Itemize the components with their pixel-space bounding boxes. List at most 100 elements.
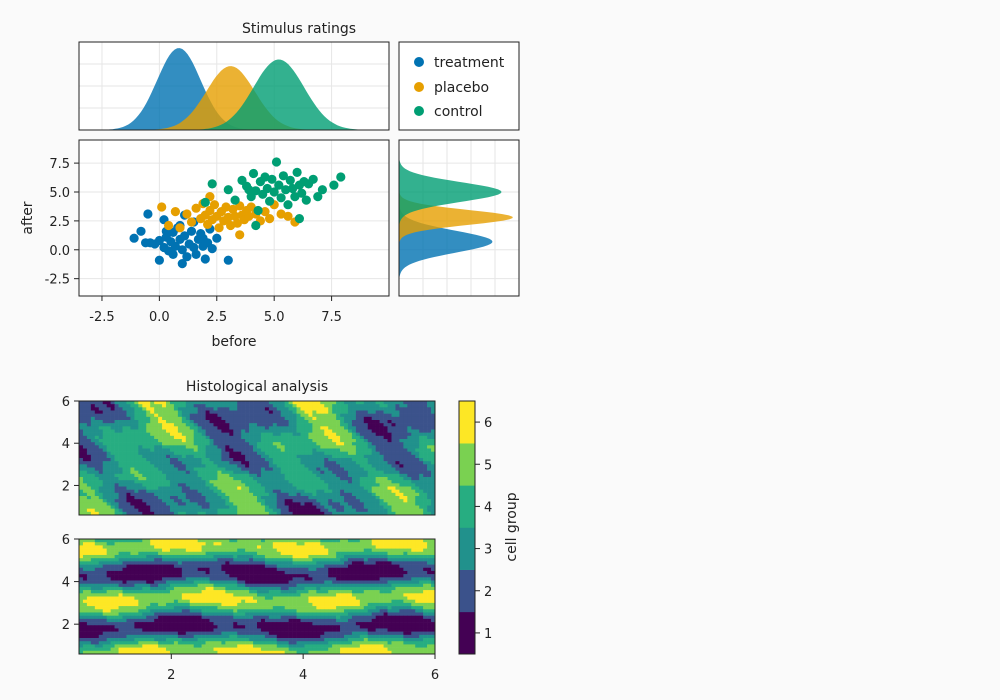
contour-cell: [173, 574, 179, 578]
contour-cell: [276, 429, 282, 433]
contour-cell: [221, 499, 226, 503]
contour-cell: [233, 413, 238, 418]
contour-cell: [241, 439, 246, 443]
contour-cell: [169, 467, 175, 471]
contour-cell: [363, 551, 369, 556]
contour-cell: [383, 458, 388, 462]
contour-cell: [272, 583, 278, 588]
contour-cell: [367, 448, 373, 452]
contour-cell: [213, 461, 218, 465]
contour-cell: [154, 413, 159, 418]
contour-cell: [253, 410, 258, 414]
contour-cell: [276, 561, 282, 565]
contour-cell: [351, 467, 357, 471]
contour-cell: [359, 548, 365, 553]
contour-cell: [213, 445, 218, 449]
contour-cell: [193, 470, 198, 475]
contour-cell: [387, 542, 392, 546]
contour-cell: [379, 489, 384, 494]
contour-cell: [90, 401, 96, 405]
contour-cell: [181, 570, 187, 575]
contour-cell: [288, 499, 293, 503]
contour-cell: [411, 429, 416, 433]
contour-cell: [387, 407, 392, 411]
contour-cell: [308, 492, 313, 497]
contour-cell: [359, 586, 365, 591]
contour-cell: [249, 551, 254, 556]
contour-cell: [138, 499, 143, 503]
point-control-19: [276, 193, 286, 203]
contour-cell: [126, 448, 131, 452]
contour-cell: [86, 470, 92, 475]
contour-cell: [249, 448, 254, 452]
contour-cell: [173, 410, 179, 414]
contour-cell: [260, 554, 266, 559]
contour-cell: [221, 445, 226, 449]
contour-cell: [241, 426, 246, 430]
contour-cell: [177, 583, 183, 588]
contour-cell: [225, 551, 230, 556]
contour-cell: [209, 483, 214, 487]
contour-cell: [245, 416, 250, 421]
contour-cell: [296, 511, 301, 515]
contour-cell: [130, 486, 135, 490]
contour-cell: [162, 561, 167, 565]
contour-cell: [431, 467, 435, 471]
contour-cell: [395, 551, 400, 556]
contour-cell: [427, 420, 432, 424]
contour-cell: [229, 502, 234, 506]
contour-cell: [185, 454, 191, 459]
contour-cell: [221, 413, 226, 418]
contour-cell: [126, 564, 131, 569]
contour-cell: [296, 423, 301, 427]
contour-cell: [268, 574, 274, 578]
contour-cell: [280, 435, 285, 440]
contour-cell: [245, 426, 250, 430]
contour-cell: [395, 483, 400, 487]
contour-cell: [162, 420, 167, 424]
contour-cell: [134, 483, 139, 487]
contour-cell: [213, 539, 218, 543]
contour-cell: [257, 499, 262, 503]
contour-cell: [332, 567, 337, 572]
contour-cell: [79, 508, 84, 513]
contour-cell: [166, 570, 171, 575]
contour-cell: [419, 590, 424, 594]
contour-cell: [229, 539, 234, 543]
contour-cell: [237, 473, 242, 478]
contour-cell: [312, 407, 317, 411]
contour-cell: [86, 577, 92, 581]
contour-cell: [169, 558, 175, 562]
contour-cell: [264, 583, 270, 588]
point-control-9: [253, 205, 263, 216]
contour-cell: [110, 564, 115, 569]
contour-cell: [166, 583, 171, 588]
contour-cell: [280, 404, 285, 408]
contour-cell: [193, 508, 198, 513]
contour-cell: [347, 577, 353, 581]
contour-cell: [114, 492, 119, 497]
contour-cell: [185, 404, 191, 408]
contour-cell: [154, 473, 159, 478]
contour-cell: [260, 423, 266, 427]
contour-cell: [245, 435, 250, 440]
contour-cell: [387, 461, 392, 465]
contour-cell: [284, 489, 289, 494]
contour-cell: [383, 492, 388, 497]
contour-cell: [79, 435, 84, 440]
contour-cell: [328, 499, 333, 503]
contour-cell: [308, 432, 313, 437]
contour-cell: [411, 511, 416, 515]
contour-cell: [419, 480, 424, 484]
contour-cell: [375, 467, 380, 471]
contour-cell: [162, 496, 167, 500]
contour-cell: [268, 539, 274, 543]
contour-cell: [253, 407, 258, 411]
contour-cell: [395, 410, 400, 414]
contour-cell: [142, 458, 147, 462]
contour-cell: [185, 467, 191, 471]
contour-cell: [304, 432, 309, 437]
contour-cell: [233, 480, 238, 484]
contour-cell: [395, 505, 400, 509]
contour-cell: [272, 508, 278, 513]
